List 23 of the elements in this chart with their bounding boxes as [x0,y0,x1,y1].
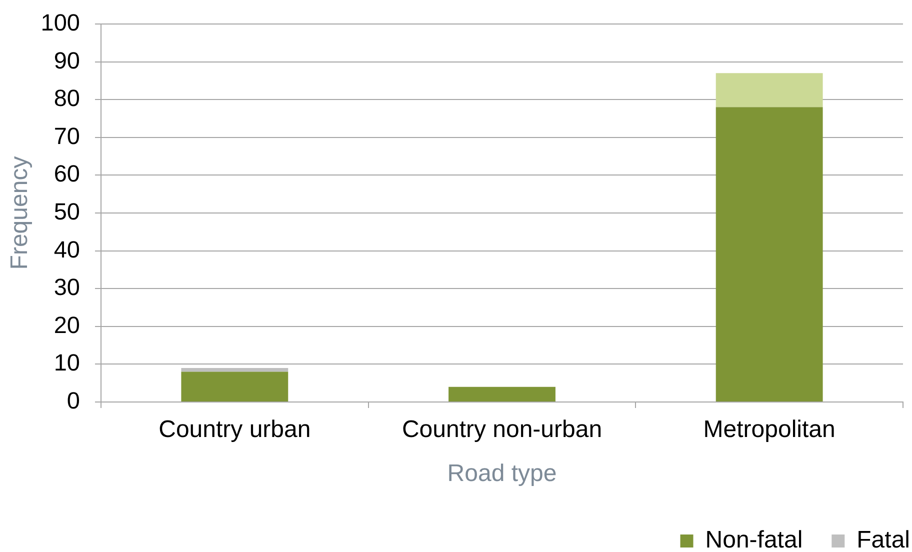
y-tick-label: 20 [54,312,80,338]
x-tick-label: Country urban [158,416,311,444]
bar [181,372,288,402]
x-tick-label: Metropolitan [703,416,836,444]
y-tick-label: 40 [54,236,80,262]
legend-label: Non-fatal [705,526,803,552]
y-tick-label: 60 [54,160,80,187]
legend-label: Fatal [856,526,910,552]
y-tick-label: 50 [54,198,80,224]
bar [181,368,288,372]
y-tick-label: 90 [54,47,80,74]
y-tick-label: 80 [54,85,80,112]
y-tick-label: 30 [54,274,80,300]
y-tick-label: 10 [54,350,80,376]
y-axis-title: Frequency [6,156,34,270]
bar [448,386,556,402]
y-tick-label: 100 [40,9,80,36]
x-tick-label: Country non-urban [402,416,602,444]
bar [716,107,823,402]
x-axis-title: Road type [447,460,557,488]
bar [716,73,823,108]
y-tick-label: 0 [66,387,80,414]
y-tick-label: 70 [54,122,80,149]
